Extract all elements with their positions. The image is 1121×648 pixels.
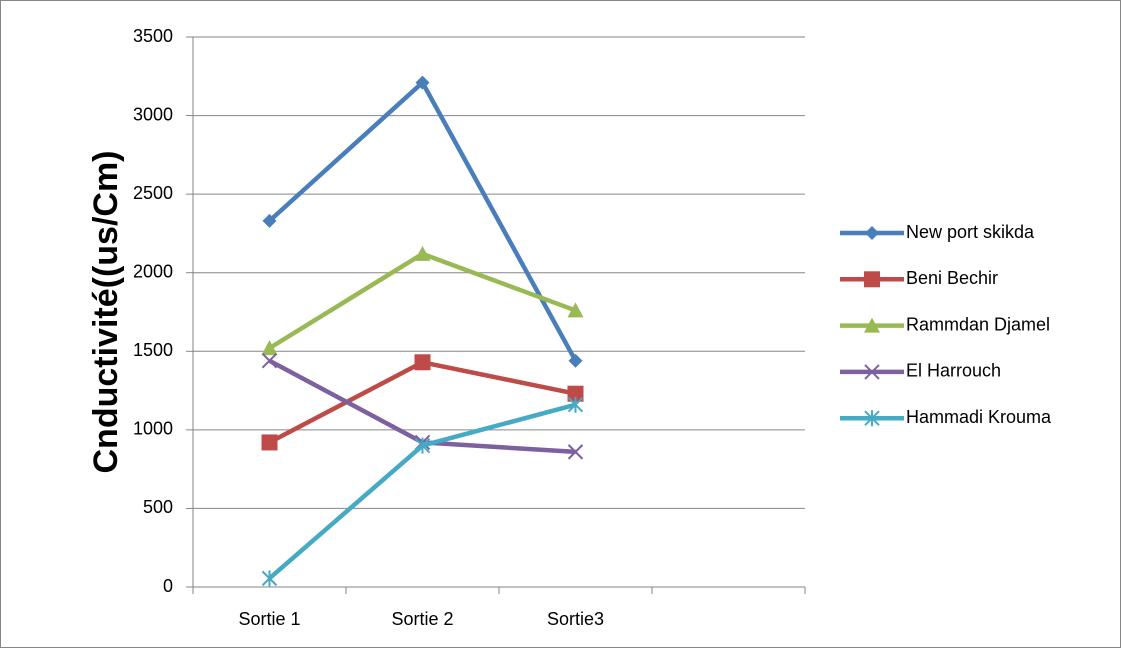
- legend-label: New port skikda: [906, 222, 1035, 242]
- y-tick-label: 3500: [133, 26, 173, 46]
- legend-marker: [865, 226, 879, 240]
- data-point: [414, 354, 431, 371]
- y-tick-label: 2500: [133, 183, 173, 203]
- data-point: [261, 353, 278, 369]
- data-point: [567, 396, 584, 413]
- legend-marker: [864, 410, 880, 427]
- y-axis-title: Cnductivité((us/Cm): [87, 151, 125, 474]
- y-tick-label: 500: [143, 497, 173, 517]
- x-tick-label: Sortie3: [547, 609, 604, 629]
- data-point: [567, 444, 584, 460]
- legend-label: Hammadi Krouma: [906, 407, 1052, 427]
- data-point: [415, 75, 430, 90]
- data-point: [567, 385, 584, 402]
- y-tick-label: 2000: [133, 261, 173, 281]
- y-tick-label: 1500: [133, 340, 173, 360]
- data-point: [414, 245, 431, 261]
- legend-marker: [864, 364, 880, 380]
- y-tick-label: 0: [163, 576, 173, 596]
- legend-label: Beni Bechir: [906, 268, 998, 288]
- x-tick-label: Sortie 2: [391, 609, 453, 629]
- data-point: [261, 434, 278, 451]
- x-tick-label: Sortie 1: [238, 609, 300, 629]
- data-point: [261, 340, 278, 356]
- y-tick-label: 1000: [133, 419, 173, 439]
- data-point: [567, 302, 584, 318]
- legend-label: Rammdan Djamel: [906, 314, 1050, 334]
- y-tick-label: 3000: [133, 104, 173, 124]
- data-point: [568, 353, 583, 368]
- data-point: [261, 570, 278, 587]
- data-point: [414, 437, 431, 454]
- legend-marker: [864, 317, 880, 333]
- legend-marker: [864, 271, 880, 288]
- data-point: [262, 213, 277, 228]
- legend-label: El Harrouch: [906, 361, 1001, 381]
